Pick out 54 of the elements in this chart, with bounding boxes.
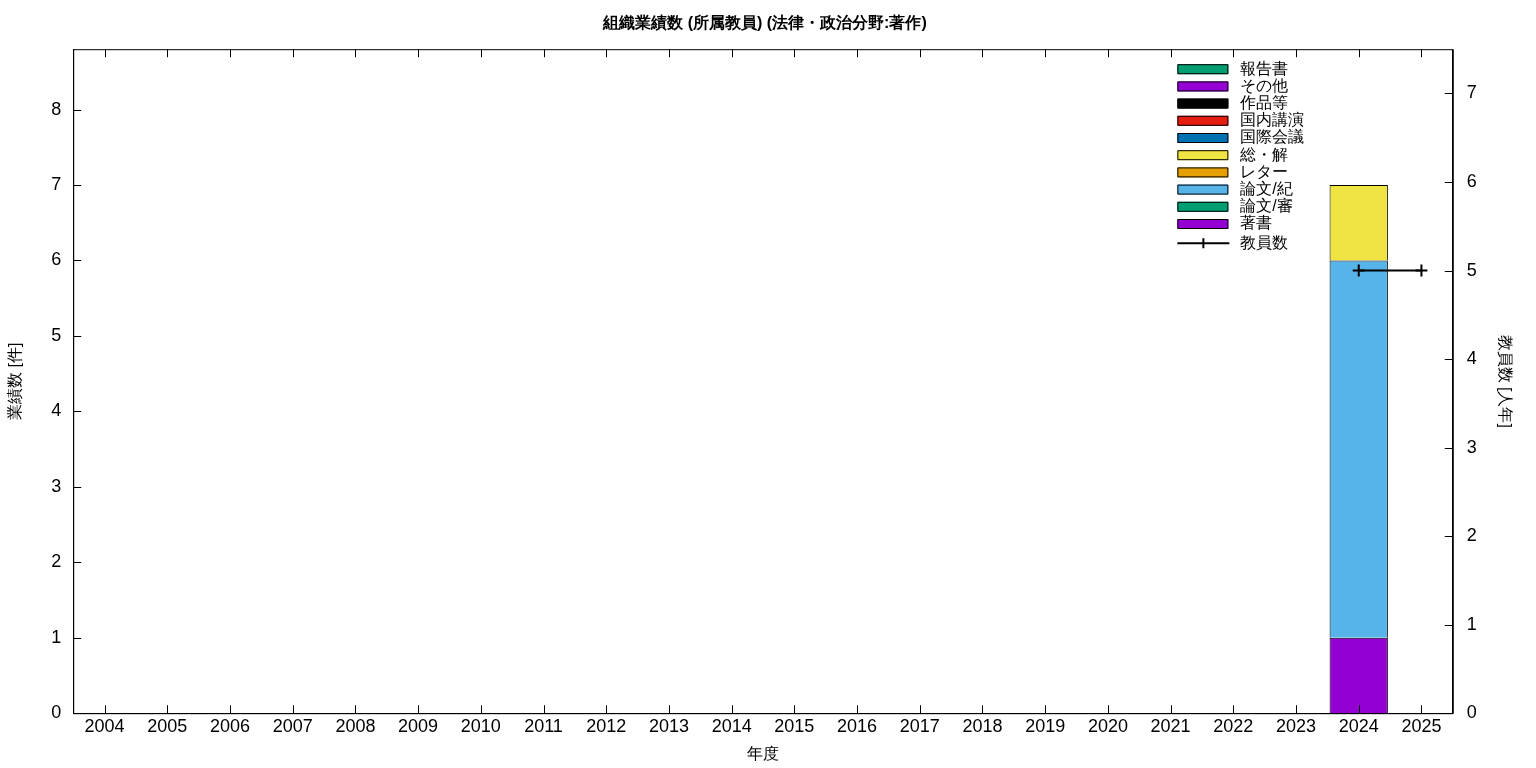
- y2-tick-label: 6: [1466, 170, 1477, 191]
- legend-label: その他: [1240, 76, 1289, 94]
- x-tick-label: 2008: [335, 715, 376, 736]
- x-tick-label: 2024: [1338, 715, 1379, 736]
- y2-axis-title: 教員数 [人年]: [1496, 334, 1514, 428]
- legend-label: 論文/紀: [1240, 180, 1293, 198]
- x-tick-label: 2007: [272, 715, 313, 736]
- x-tick-label: 2015: [774, 715, 815, 736]
- y-tick-label: 3: [51, 475, 62, 496]
- y-tick-label: 1: [51, 626, 62, 647]
- y-tick-label: 5: [51, 324, 62, 345]
- x-tick-label: 2022: [1213, 715, 1254, 736]
- x-tick-label: 2019: [1025, 715, 1066, 736]
- y-tick-label: 4: [51, 400, 62, 421]
- legend-label: 作品等: [1239, 94, 1289, 112]
- y2-tick-label: 2: [1466, 525, 1477, 546]
- x-tick-label: 2025: [1401, 715, 1442, 736]
- x-tick-label: 2013: [648, 715, 689, 736]
- x-tick-label: 2009: [398, 715, 439, 736]
- x-tick-label: 2020: [1087, 715, 1128, 736]
- x-tick-label: 2011: [524, 715, 563, 736]
- legend-label: 著書: [1240, 214, 1273, 232]
- x-tick-label: 2006: [209, 715, 250, 736]
- x-tick-label: 2012: [586, 715, 627, 736]
- y2-tick-label: 7: [1466, 82, 1477, 103]
- x-tick-label: 2021: [1150, 715, 1191, 736]
- x-tick-label: 2010: [460, 715, 501, 736]
- y-tick-label: 8: [51, 98, 62, 119]
- y-tick-label: 0: [51, 702, 62, 723]
- x-tick-label: 2014: [711, 715, 752, 736]
- legend-label: レター: [1240, 162, 1289, 180]
- legend-label: 論文/審: [1240, 197, 1293, 215]
- chart-title: 組織業績数 (所属教員) (法律・政治分野:著作): [602, 14, 927, 32]
- y-tick-label: 2: [51, 551, 62, 572]
- x-tick-label: 2018: [962, 715, 1003, 736]
- x-tick-label: 2017: [899, 715, 940, 736]
- y-tick-label: 7: [51, 173, 62, 194]
- legend-label: 国内講演: [1240, 111, 1305, 129]
- y2-tick-label: 3: [1466, 436, 1477, 457]
- x-tick-label: 2004: [84, 715, 125, 736]
- x-tick-label: 2016: [837, 715, 878, 736]
- legend-label: 国際会議: [1240, 128, 1305, 146]
- y2-tick-label: 1: [1466, 613, 1477, 634]
- legend-label: 報告書: [1240, 59, 1289, 77]
- x-tick-label: 2005: [147, 715, 188, 736]
- y-tick-label: 6: [51, 249, 62, 270]
- legend-label: 総・解: [1239, 145, 1289, 163]
- y-axis-title: 業績数 [件]: [6, 342, 24, 420]
- x-tick-label: 2023: [1276, 715, 1317, 736]
- y2-tick-label: 5: [1466, 259, 1477, 280]
- y2-tick-label: 0: [1466, 702, 1477, 723]
- y2-tick-label: 4: [1466, 348, 1477, 369]
- legend-label: 教員数: [1240, 233, 1289, 251]
- x-axis-title: 年度: [747, 744, 779, 762]
